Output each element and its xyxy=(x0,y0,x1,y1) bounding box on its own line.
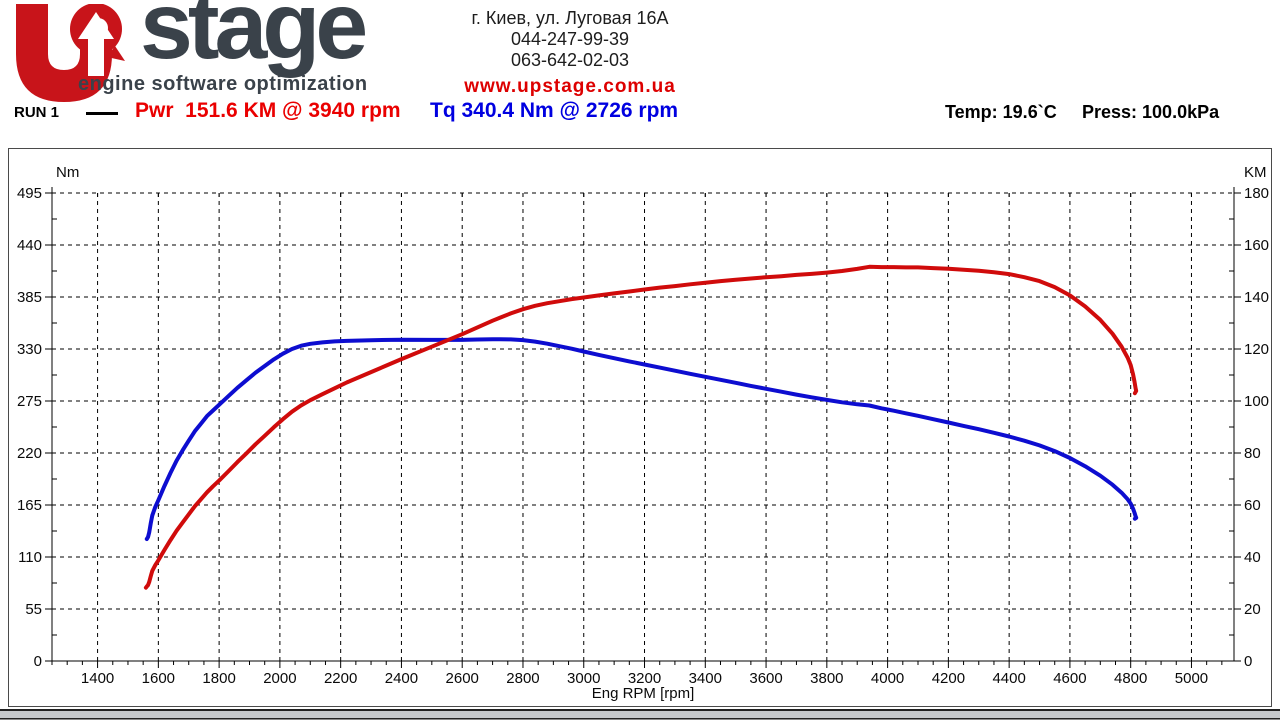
svg-text:20: 20 xyxy=(1244,601,1261,618)
svg-text:80: 80 xyxy=(1244,445,1261,462)
brand-stage-text: stage xyxy=(140,0,368,79)
svg-text:2400: 2400 xyxy=(385,670,418,687)
svg-text:2800: 2800 xyxy=(506,670,539,687)
svg-text:5000: 5000 xyxy=(1175,670,1208,687)
svg-text:120: 120 xyxy=(1244,341,1269,358)
torque-curve xyxy=(144,337,1139,541)
run-label: RUN 1 xyxy=(14,104,60,121)
svg-text:440: 440 xyxy=(17,237,42,254)
left-axis-unit: Nm xyxy=(56,164,79,181)
contact-address: г. Киев, ул. Луговая 16А xyxy=(471,8,669,28)
svg-text:3600: 3600 xyxy=(749,670,782,687)
upstage-logo: stage engine software optimization xyxy=(12,0,422,102)
upstage-u-mark xyxy=(16,4,125,102)
svg-text:4800: 4800 xyxy=(1114,670,1147,687)
svg-text:3800: 3800 xyxy=(810,670,843,687)
brand-tagline: engine software optimization xyxy=(78,73,368,95)
svg-text:385: 385 xyxy=(17,289,42,306)
svg-text:4600: 4600 xyxy=(1053,670,1086,687)
svg-text:1400: 1400 xyxy=(81,670,114,687)
power-curve xyxy=(143,264,1139,590)
svg-text:2600: 2600 xyxy=(446,670,479,687)
svg-text:220: 220 xyxy=(17,445,42,462)
contact-block: г. Киев, ул. Луговая 16А 044-247-99-39 0… xyxy=(420,8,720,98)
svg-text:495: 495 xyxy=(17,185,42,202)
svg-text:140: 140 xyxy=(1244,289,1269,306)
torque-peak-readout: Tq 340.4 Nm @ 2726 rpm xyxy=(430,99,679,122)
contact-phone-1: 044-247-99-39 xyxy=(510,29,630,49)
svg-text:1600: 1600 xyxy=(142,670,175,687)
x-axis-title: Eng RPM [rpm] xyxy=(592,685,695,702)
svg-text:165: 165 xyxy=(17,497,42,514)
svg-text:4000: 4000 xyxy=(871,670,904,687)
svg-text:275: 275 xyxy=(17,393,42,410)
svg-text:1800: 1800 xyxy=(202,670,235,687)
pressure-readout: Press: 100.0kPa xyxy=(1082,102,1220,122)
svg-text:3200: 3200 xyxy=(628,670,661,687)
svg-text:330: 330 xyxy=(17,341,42,358)
svg-text:3000: 3000 xyxy=(567,670,600,687)
dyno-chart: 0 55 110 165 220 275 330 385 440 495 0 20 40 60 80 100 1… xyxy=(17,164,1269,702)
svg-text:160: 160 xyxy=(1244,237,1269,254)
svg-text:55: 55 xyxy=(25,601,42,618)
svg-text:100: 100 xyxy=(1244,393,1269,410)
svg-text:180: 180 xyxy=(1244,185,1269,202)
website-link[interactable]: www.upstage.com.ua xyxy=(464,76,676,97)
svg-text:40: 40 xyxy=(1244,549,1261,566)
chart-panel: 0 55 110 165 220 275 330 385 440 495 0 20 40 60 80 100 1… xyxy=(8,148,1272,707)
contact-phone-2: 063-642-02-03 xyxy=(510,50,630,70)
svg-text:2000: 2000 xyxy=(263,670,296,687)
svg-text:0: 0 xyxy=(34,653,42,670)
svg-text:2200: 2200 xyxy=(324,670,357,687)
svg-text:0: 0 xyxy=(1244,653,1252,670)
svg-text:4400: 4400 xyxy=(992,670,1025,687)
svg-text:110: 110 xyxy=(18,549,42,566)
temperature-readout: Temp: 19.6`C xyxy=(945,102,1057,122)
logo-bowl-tip xyxy=(107,46,125,61)
right-axis-unit: KM xyxy=(1244,164,1267,181)
power-peak-readout: Pwr 151.6 KM @ 3940 rpm xyxy=(135,99,401,122)
svg-text:60: 60 xyxy=(1244,497,1261,514)
svg-text:3400: 3400 xyxy=(689,670,722,687)
run-summary-bar: RUN 1 Pwr 151.6 KM @ 3940 rpm Tq 340.4 N… xyxy=(0,98,1280,130)
svg-text:4200: 4200 xyxy=(932,670,965,687)
up-arrow-icon xyxy=(78,12,114,76)
run-legend-line xyxy=(86,112,118,115)
